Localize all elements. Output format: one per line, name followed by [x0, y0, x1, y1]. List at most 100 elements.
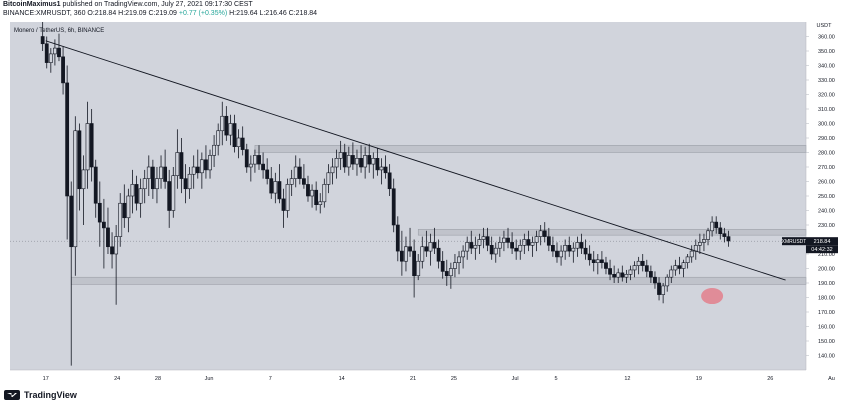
candle-body: [310, 189, 314, 197]
tradingview-logo-icon: [4, 390, 20, 400]
candle-body: [440, 260, 445, 272]
candle-body: [726, 236, 731, 242]
price-tag-text: 218.84: [814, 239, 831, 245]
candle-body: [155, 178, 159, 190]
candle-body: [106, 227, 110, 248]
author-name[interactable]: BitcoinMaximus1: [3, 1, 61, 8]
price-tick-label: 140.00: [818, 354, 835, 360]
candle-body: [297, 166, 302, 179]
descending-trendline[interactable]: [45, 40, 786, 281]
candle-body: [669, 269, 674, 278]
candle-body: [506, 237, 510, 243]
candle-body: [571, 247, 576, 252]
candle-body: [608, 268, 612, 275]
candle-body: [465, 242, 470, 252]
time-tick-label: 7: [269, 376, 272, 382]
chart-title: Monero / TetherUS, 6h, BINANCE: [14, 28, 104, 34]
candle-body: [163, 166, 168, 182]
time-tick-label: 5: [554, 376, 557, 382]
candle-body: [657, 282, 661, 295]
time-axis[interactable]: 17 24 28 Jun 7 14 21 25 Jul 5 12 19 26 Au: [10, 369, 835, 382]
ohlc-values: O:218.84 H:219.09 C:219.09: [87, 10, 177, 17]
candle-body: [122, 202, 127, 219]
candle-body: [661, 285, 666, 295]
candle-body: [612, 274, 617, 278]
price-tick-label: 290.00: [818, 136, 835, 142]
chart-header: BitcoinMaximus1 published on TradingView…: [0, 0, 850, 20]
candle-body: [330, 166, 335, 174]
candle-body: [302, 178, 306, 185]
candle-body: [420, 246, 425, 262]
price-tick-label: 340.00: [818, 64, 835, 70]
candle-body: [350, 155, 355, 165]
candle-body: [195, 166, 200, 174]
candle-body: [167, 181, 172, 211]
candle-body: [355, 158, 359, 165]
candle-body: [567, 245, 572, 252]
candle-body: [322, 184, 327, 203]
price-chart[interactable]: Monero / TetherUS, 6h, BINANCE USDT 140.…: [0, 20, 850, 386]
candle-body: [101, 221, 106, 229]
candle-body: [334, 158, 339, 168]
candle-body: [457, 256, 461, 263]
horizontal-zone-1: [254, 145, 807, 153]
candle-body: [718, 227, 723, 234]
candle-body: [444, 271, 449, 277]
candle-body: [367, 155, 372, 165]
price-tick-label: 240.00: [818, 209, 835, 215]
time-tick-label: 24: [114, 376, 120, 382]
plot-background: [10, 22, 806, 370]
candle-body: [93, 166, 98, 204]
time-tick-label: 19: [696, 376, 702, 382]
candle-body: [399, 250, 404, 262]
candle-body: [175, 152, 180, 177]
candle-body: [710, 221, 715, 232]
time-tick-label: 14: [339, 376, 345, 382]
candle-body: [575, 242, 580, 249]
tradingview-brand: TradingView: [24, 390, 77, 400]
price-tick-label: 270.00: [818, 165, 835, 171]
price-tick-label: 360.00: [818, 35, 835, 41]
candle-body: [342, 152, 347, 168]
currency-label: USDT: [817, 23, 833, 29]
price-axis[interactable]: 140.00 150.00 160.00 170.00 180.00 190.00 200.…: [805, 22, 835, 370]
candle-body: [69, 195, 74, 248]
chart-area[interactable]: Monero / TetherUS, 6h, BINANCE USDT 140.…: [0, 20, 850, 386]
candle-body: [61, 56, 65, 84]
candle-body: [293, 166, 298, 179]
candle-body: [583, 247, 588, 255]
price-tick-label: 230.00: [818, 223, 835, 229]
candle-body: [285, 184, 290, 211]
candle-body: [604, 262, 608, 269]
candle-body: [85, 123, 90, 171]
candle-body: [648, 271, 653, 278]
tradingview-logo[interactable]: TradingView: [4, 389, 77, 401]
time-tick-label: Jun: [205, 376, 214, 382]
candle-body: [212, 144, 217, 156]
candle-body: [114, 236, 119, 255]
candle-body: [53, 47, 57, 55]
candle-body: [77, 130, 82, 190]
candle-body: [375, 158, 380, 171]
candle-body: [289, 178, 294, 185]
candle-body: [48, 53, 53, 63]
candle-body: [220, 115, 225, 132]
candle-body: [579, 242, 584, 249]
symbol-ohlc-line: BINANCE:XMRUSDT, 360 O:218.84 H:219.09 C…: [3, 10, 317, 17]
candle-body: [281, 198, 286, 211]
candle-body: [40, 36, 45, 45]
candle-body: [469, 242, 474, 249]
price-tick-label: 350.00: [818, 49, 835, 55]
price-tick-label: 210.00: [818, 252, 835, 258]
candle-body: [228, 123, 233, 136]
horizontal-zone-3: [70, 276, 807, 285]
candle-body: [616, 272, 621, 278]
price-tick-label: 180.00: [818, 296, 835, 302]
candle-body: [44, 43, 49, 63]
candle-body: [628, 269, 633, 275]
candle-body: [248, 163, 253, 168]
candle-body: [371, 158, 376, 165]
time-tick-label: 25: [451, 376, 457, 382]
candle-body: [497, 242, 502, 249]
candle-body: [681, 262, 686, 269]
